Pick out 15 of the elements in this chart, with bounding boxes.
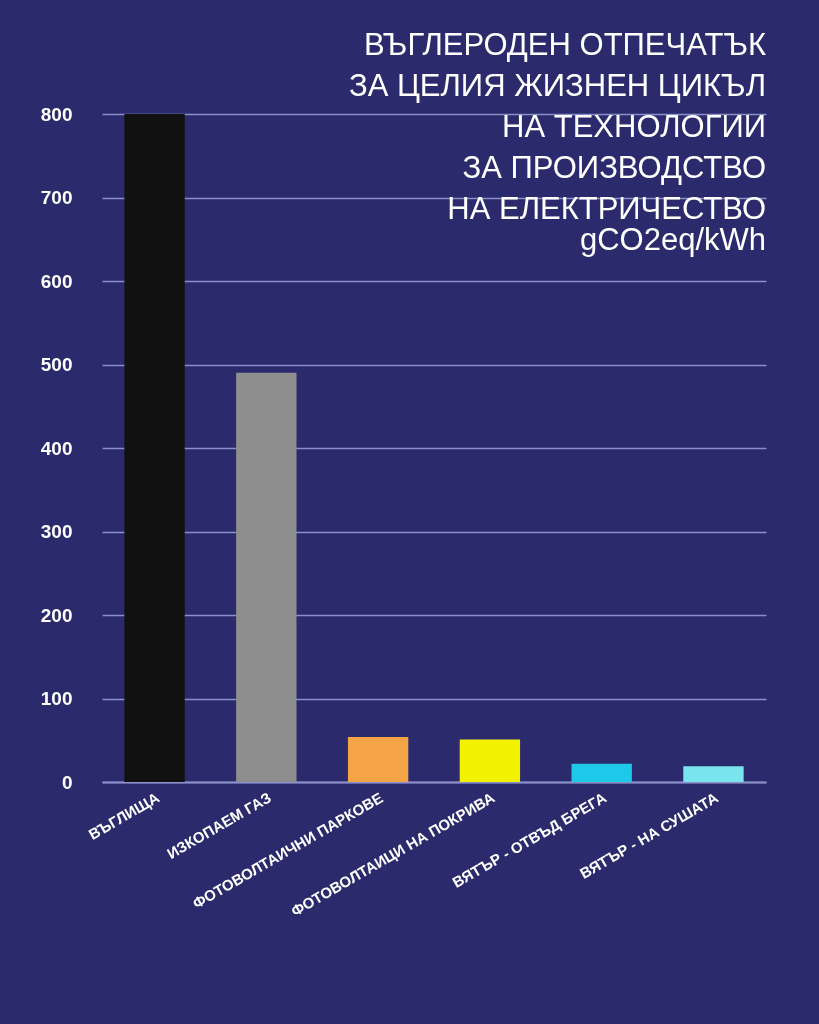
y-tick-label: 400 (40, 437, 73, 459)
bar (683, 766, 744, 782)
y-tick-label: 700 (40, 187, 73, 208)
bar (347, 736, 409, 782)
bar (459, 739, 521, 782)
bar (571, 763, 632, 782)
y-tick-label: 200 (40, 604, 73, 626)
y-tick-label: 300 (40, 521, 73, 542)
y-tick-label: 100 (40, 688, 73, 709)
bar (124, 114, 185, 782)
y-tick-label: 0 (61, 771, 73, 793)
y-tick-label: 800 (40, 103, 73, 125)
y-tick-label: 600 (40, 270, 73, 292)
bar (236, 372, 297, 782)
y-tick-label: 500 (40, 354, 73, 375)
